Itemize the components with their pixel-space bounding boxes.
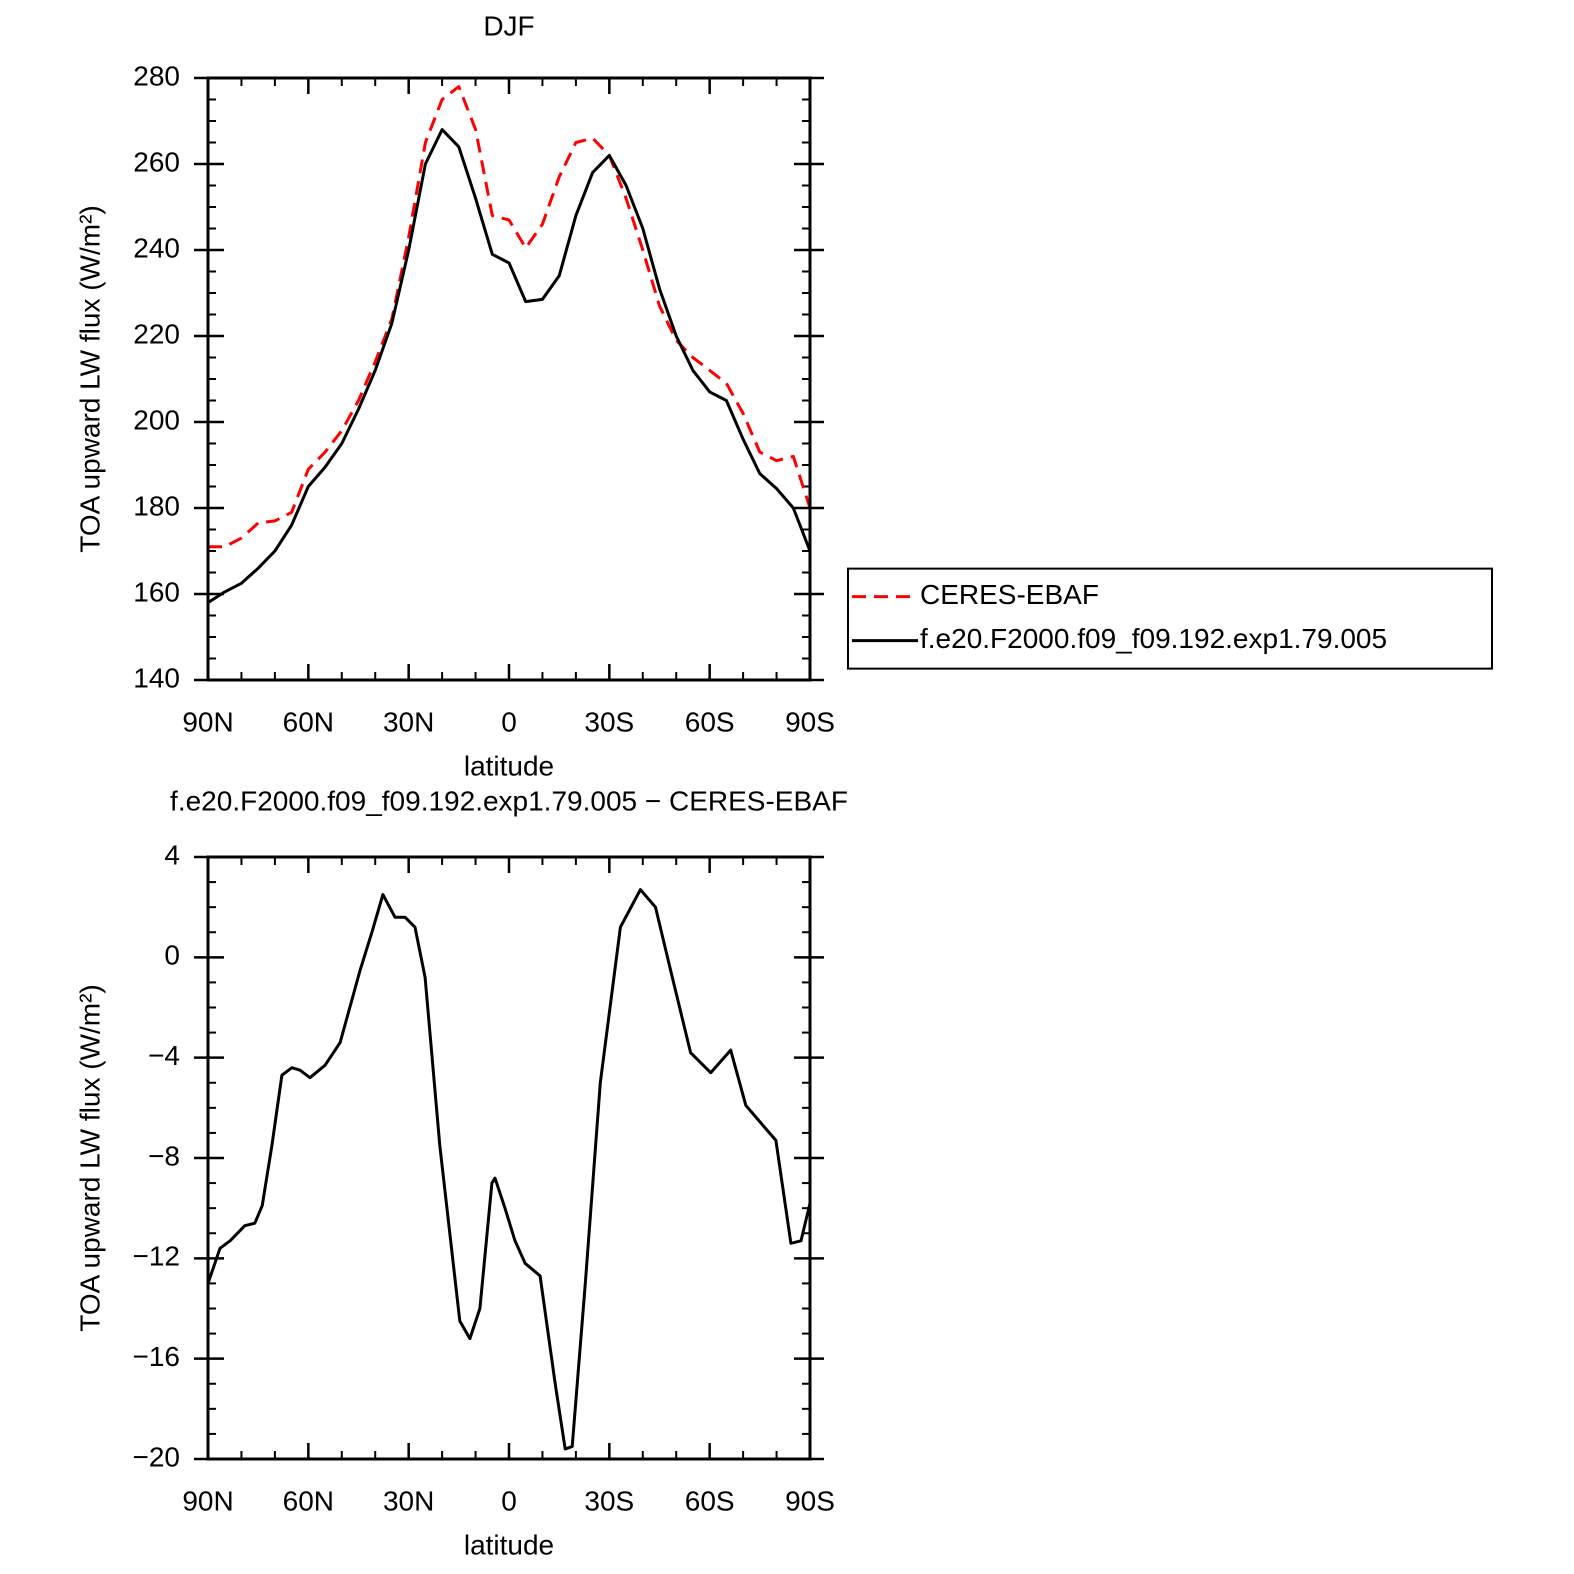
plot-frame [206, 76, 812, 682]
y-tick-label: −20 [133, 1441, 181, 1472]
y-tick-label: −4 [148, 1040, 180, 1071]
x-tick-label: 0 [501, 1485, 517, 1516]
chart-title: f.e20.F2000.f09_f09.192.exp1.79.005 − CE… [170, 785, 848, 816]
y-axis-label: TOA upward LW flux (W/m²) [74, 984, 105, 1331]
legend-label: CERES-EBAF [920, 579, 1099, 610]
data-line [208, 85, 812, 549]
x-axis-label: latitude [464, 1529, 554, 1560]
y-tick-label: 160 [133, 576, 180, 607]
y-tick-label: 140 [133, 662, 180, 693]
y-tick-label: 180 [133, 490, 180, 521]
data-line [207, 128, 812, 604]
x-tick-label: 30S [584, 1485, 634, 1516]
x-tick-label: 60N [283, 1485, 334, 1516]
x-tick-label: 90S [785, 706, 835, 737]
x-tick-label: 30S [584, 706, 634, 737]
y-tick-label: 4 [164, 839, 180, 870]
x-tick-label: 90S [785, 1485, 835, 1516]
legend-label: f.e20.F2000.f09_f09.192.exp1.79.005 [920, 623, 1387, 654]
x-tick-label: 90N [182, 1485, 233, 1516]
y-tick-label: 280 [133, 60, 180, 91]
x-tick-label: 90N [182, 706, 233, 737]
x-tick-label: 30N [383, 1485, 434, 1516]
y-tick-label: −16 [133, 1341, 181, 1372]
y-tick-label: −8 [148, 1140, 180, 1171]
x-axis-label: latitude [464, 750, 554, 781]
y-tick-label: −12 [133, 1241, 181, 1272]
y-axis-label: TOA upward LW flux (W/m²) [74, 205, 105, 552]
x-tick-label: 0 [501, 706, 517, 737]
y-tick-label: 0 [164, 940, 180, 971]
data-line [206, 888, 812, 1451]
y-tick-label: 260 [133, 146, 180, 177]
y-tick-label: 200 [133, 404, 180, 435]
chart-title: DJF [483, 10, 534, 41]
x-tick-label: 60S [685, 1485, 735, 1516]
x-tick-label: 60N [283, 706, 334, 737]
y-tick-label: 240 [133, 232, 180, 263]
x-tick-label: 60S [685, 706, 735, 737]
x-tick-label: 30N [383, 706, 434, 737]
plot-frame [206, 855, 812, 1461]
y-tick-label: 220 [133, 318, 180, 349]
legend-box [847, 567, 1493, 670]
